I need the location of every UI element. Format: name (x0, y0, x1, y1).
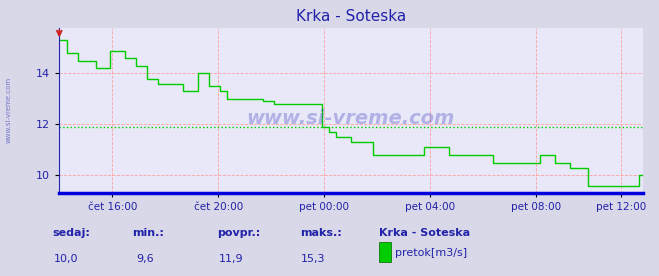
Title: Krka - Soteska: Krka - Soteska (296, 9, 406, 24)
Text: 15,3: 15,3 (301, 254, 326, 264)
Text: maks.:: maks.: (300, 228, 341, 238)
Text: 10,0: 10,0 (53, 254, 78, 264)
Text: 11,9: 11,9 (218, 254, 243, 264)
Text: Krka - Soteska: Krka - Soteska (379, 228, 470, 238)
Text: sedaj:: sedaj: (53, 228, 90, 238)
Text: pretok[m3/s]: pretok[m3/s] (395, 248, 467, 258)
Text: 9,6: 9,6 (136, 254, 154, 264)
Text: min.:: min.: (132, 228, 163, 238)
Text: povpr.:: povpr.: (217, 228, 261, 238)
Text: www.si-vreme.com: www.si-vreme.com (5, 77, 12, 144)
Text: www.si-vreme.com: www.si-vreme.com (246, 109, 455, 128)
